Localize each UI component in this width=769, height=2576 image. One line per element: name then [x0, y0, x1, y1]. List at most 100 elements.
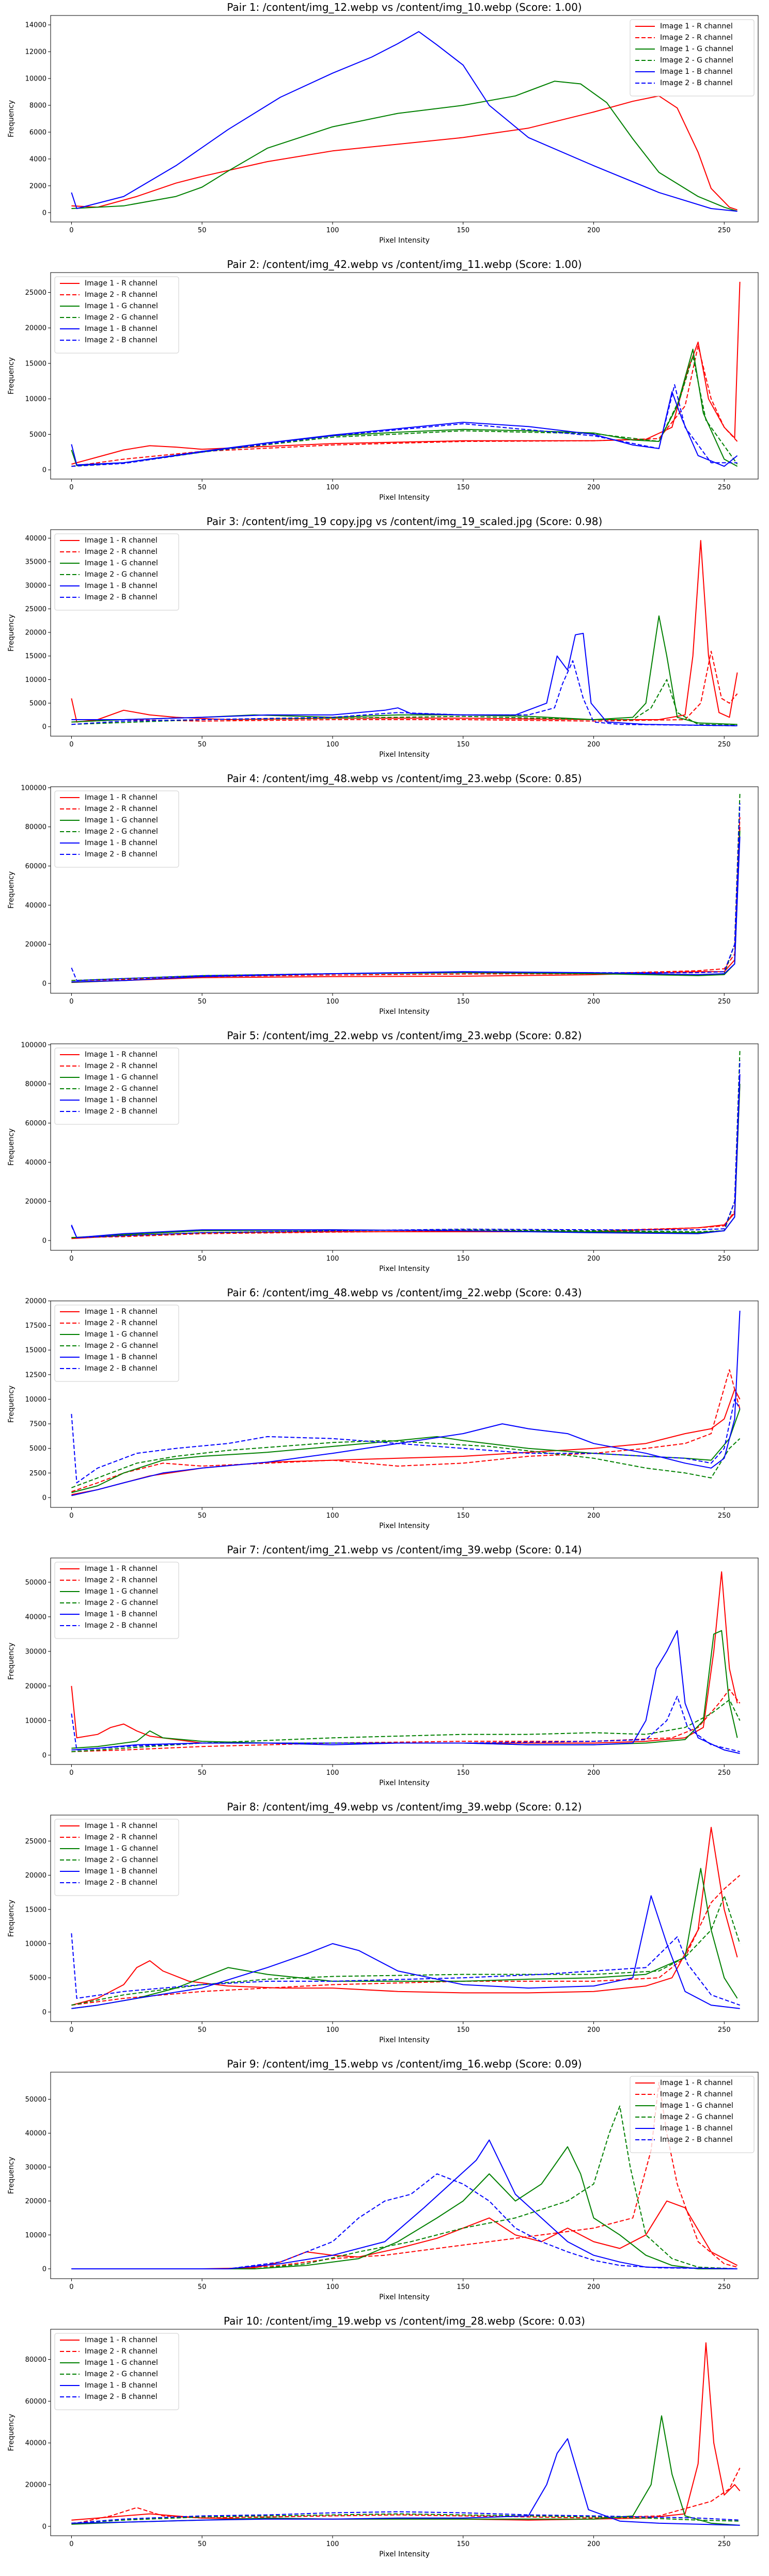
legend-label: Image 2 - B channel	[85, 1364, 158, 1373]
y-tick-label: 30000	[25, 2164, 46, 2171]
chart-title: Pair 7: /content/img_21.webp vs /content…	[227, 1544, 582, 1556]
y-tick-label: 2500	[29, 1470, 46, 1477]
chart-title: Pair 1: /content/img_12.webp vs /content…	[227, 1, 582, 13]
x-tick-label: 100	[326, 1512, 339, 1520]
legend-label: Image 2 - R channel	[85, 2347, 158, 2356]
x-tick-label: 100	[326, 998, 339, 1006]
y-tick-label: 30000	[25, 1648, 46, 1656]
subplot-1: Pair 1: /content/img_12.webp vs /content…	[7, 1, 759, 245]
x-tick-label: 50	[198, 2540, 207, 2548]
x-tick-label: 100	[326, 484, 339, 491]
plot-frame	[50, 2329, 759, 2536]
x-tick-label: 0	[69, 484, 73, 491]
legend-label: Image 1 - B channel	[85, 1353, 158, 1361]
legend-label: Image 2 - B channel	[660, 79, 733, 87]
x-tick-label: 250	[718, 1512, 731, 1520]
subplot-4: Pair 4: /content/img_48.webp vs /content…	[7, 772, 759, 1016]
x-tick-label: 50	[198, 227, 207, 234]
y-tick-label: 15000	[25, 1347, 46, 1355]
plot-frame	[50, 1043, 759, 1251]
series-line-1	[71, 2342, 741, 2521]
y-tick-label: 0	[42, 723, 46, 731]
x-axis-label: Pixel Intensity	[379, 1008, 430, 1016]
legend-box	[54, 2333, 179, 2410]
y-tick-label: 20000	[25, 1872, 46, 1880]
y-tick-label: 10000	[25, 676, 46, 684]
legend-label: Image 1 - B channel	[85, 325, 158, 333]
x-tick-label: 150	[457, 1769, 469, 1777]
series-line-2	[71, 2468, 741, 2525]
legend-label: Image 2 - G channel	[85, 1085, 158, 1093]
series-line-1	[71, 540, 738, 723]
y-tick-label: 5000	[29, 700, 46, 708]
y-tick-label: 10000	[25, 395, 46, 403]
series-line-2	[71, 1874, 741, 2006]
x-axis-label: Pixel Intensity	[379, 751, 430, 759]
legend-label: Image 1 - B channel	[85, 582, 158, 590]
y-tick-label: 60000	[25, 2398, 46, 2406]
x-tick-label: 150	[457, 2283, 469, 2291]
series-line-4	[71, 1438, 741, 1488]
y-tick-label: 40000	[25, 2440, 46, 2447]
x-tick-label: 250	[718, 998, 731, 1006]
x-tick-label: 100	[326, 2026, 339, 2034]
y-tick-label: 12500	[25, 1371, 46, 1379]
legend-label: Image 1 - R channel	[85, 1565, 158, 1573]
legend-label: Image 2 - G channel	[660, 56, 733, 65]
legend-label: Image 1 - R channel	[85, 793, 158, 802]
legend-box	[54, 790, 179, 868]
legend-label: Image 2 - R channel	[660, 2090, 733, 2098]
plot-frame	[50, 2072, 759, 2279]
legend-label: Image 1 - G channel	[660, 45, 733, 53]
y-tick-label: 35000	[25, 559, 46, 566]
legend-label: Image 1 - B channel	[85, 2381, 158, 2390]
y-axis-label: Frequency	[7, 1386, 15, 1423]
y-tick-label: 30000	[25, 582, 46, 590]
x-tick-label: 100	[326, 1769, 339, 1777]
series-line-6	[71, 660, 737, 726]
x-axis-label: Pixel Intensity	[379, 1779, 430, 1787]
legend-label: Image 2 - R channel	[660, 34, 733, 42]
y-tick-label: 10000	[25, 1941, 46, 1948]
legend-label: Image 1 - G channel	[85, 1587, 158, 1596]
series-line-4	[71, 679, 737, 726]
y-tick-label: 15000	[25, 1906, 46, 1914]
y-axis-label: Frequency	[7, 2157, 15, 2194]
x-tick-label: 0	[69, 2540, 73, 2548]
y-tick-label: 0	[42, 1494, 46, 1502]
plot-frame	[50, 1815, 759, 2022]
series-line-6	[71, 803, 741, 981]
x-tick-label: 150	[457, 1255, 469, 1263]
x-tick-label: 0	[69, 998, 73, 1006]
y-tick-label: 20000	[25, 325, 46, 332]
x-axis-label: Pixel Intensity	[379, 2036, 430, 2044]
x-tick-label: 0	[69, 741, 73, 749]
x-tick-label: 100	[326, 2540, 339, 2548]
x-tick-label: 50	[198, 2026, 207, 2034]
x-axis-label: Pixel Intensity	[379, 2550, 430, 2558]
legend-label: Image 1 - G channel	[85, 1844, 158, 1853]
x-tick-label: 200	[587, 484, 600, 491]
x-tick-label: 250	[718, 484, 731, 491]
y-axis-label: Frequency	[7, 1128, 15, 1166]
y-tick-label: 8000	[29, 102, 46, 110]
series-line-4	[71, 356, 738, 467]
chart-title: Pair 4: /content/img_48.webp vs /content…	[227, 772, 582, 785]
chart-title: Pair 3: /content/img_19 copy.jpg vs /con…	[207, 515, 603, 528]
y-axis-label: Frequency	[7, 871, 15, 909]
legend: Image 1 - R channel Image 2 - R channel Im…	[54, 276, 179, 354]
chart-title: Pair 9: /content/img_15.webp vs /content…	[227, 2058, 582, 2070]
series-line-1	[71, 95, 737, 211]
x-tick-label: 0	[69, 2283, 73, 2291]
series-line-2	[71, 345, 738, 467]
legend-label: Image 1 - R channel	[85, 1308, 158, 1316]
legend-label: Image 1 - G channel	[85, 1330, 158, 1339]
x-tick-label: 150	[457, 484, 469, 491]
legend-label: Image 2 - G channel	[85, 570, 158, 579]
legend-box	[54, 276, 179, 354]
y-tick-label: 20000	[25, 2198, 46, 2205]
series-line-3	[71, 2415, 740, 2526]
x-tick-label: 200	[587, 1512, 600, 1520]
legend: Image 1 - R channel Image 2 - R channel Im…	[54, 1305, 179, 1382]
legend-label: Image 1 - G channel	[85, 1073, 158, 1082]
